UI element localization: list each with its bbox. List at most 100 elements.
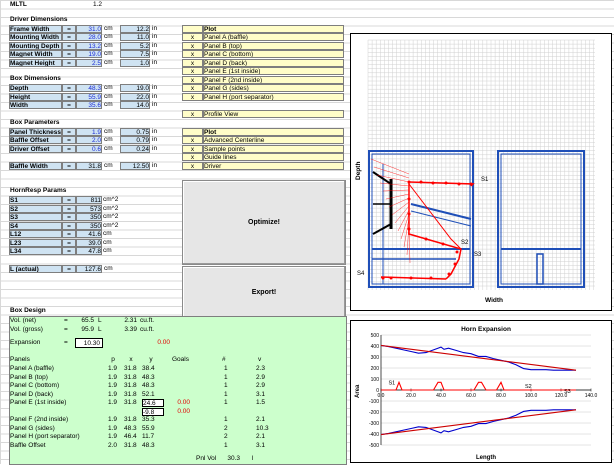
l-actual-value: 127.6 bbox=[76, 265, 102, 273]
optimize-button[interactable]: Optimize! bbox=[182, 180, 346, 265]
hornresp-label: S2 bbox=[9, 204, 62, 213]
plot-option-label: Panel F (2nd inside) bbox=[203, 75, 344, 84]
guide-line bbox=[397, 209, 410, 232]
plot2-checkbox[interactable]: x bbox=[182, 161, 203, 170]
panel-name: Panel G (sides) bbox=[10, 424, 55, 432]
panel-p: 1.9 bbox=[108, 416, 118, 423]
panel-goal: 0.00 bbox=[177, 399, 190, 406]
panel-y[interactable]: -9.8 bbox=[142, 407, 164, 416]
driver-dimensions-title: Driver Dimensions bbox=[10, 16, 68, 23]
profile-view-plot: S1 S2 S3 S4 Width Depth bbox=[350, 33, 612, 311]
plot-option-label: Panel C (bottom) bbox=[203, 50, 344, 58]
x-tick-label: 40.0 bbox=[436, 393, 446, 399]
guide-line bbox=[391, 201, 410, 216]
hornresp-value: 573 bbox=[76, 204, 102, 213]
panel-num: 1 bbox=[224, 441, 228, 449]
plot-checkbox[interactable]: x bbox=[182, 33, 203, 41]
value-cm[interactable]: 13.2 bbox=[76, 41, 102, 50]
box-design-title: Box Design bbox=[10, 307, 46, 314]
y-tick-label: -500 bbox=[369, 443, 379, 449]
series-line-1-mirror bbox=[380, 409, 577, 436]
unit-in: in bbox=[152, 58, 158, 66]
plot-checkbox[interactable]: x bbox=[182, 41, 203, 50]
param-label: Height bbox=[9, 92, 62, 101]
panel-x: 31.8 bbox=[124, 373, 137, 381]
panel-y: 11.7 bbox=[142, 433, 155, 440]
sample-point bbox=[407, 180, 411, 184]
hornresp-unit: cm bbox=[103, 230, 112, 237]
value-in: 0.79 bbox=[120, 136, 150, 144]
plot2-checkbox[interactable]: x bbox=[182, 136, 203, 144]
panel-name: Panel F (2nd inside) bbox=[10, 416, 69, 423]
plot-options2-title: Plot bbox=[203, 127, 344, 136]
equals-sign: = bbox=[62, 247, 76, 255]
baffle-width-label: Baffle Width bbox=[9, 161, 62, 170]
vol-gross-unit: L bbox=[98, 325, 102, 333]
panel-goal bbox=[168, 391, 190, 399]
col-header-x: x bbox=[129, 356, 133, 363]
centerline bbox=[408, 182, 462, 280]
value-cm[interactable]: 2.5 bbox=[76, 58, 102, 67]
export-button[interactable]: Export! bbox=[182, 266, 346, 318]
plot-checkbox[interactable]: x bbox=[182, 58, 203, 67]
plot2-checkbox[interactable]: x bbox=[182, 153, 203, 161]
value-cm[interactable]: 48.3 bbox=[76, 84, 102, 92]
hornresp-unit: cm^2 bbox=[103, 213, 119, 220]
plot2-option-label: Driver bbox=[203, 161, 344, 170]
value-cm[interactable]: 35.6 bbox=[76, 101, 102, 109]
y-tick-label: 0 bbox=[376, 388, 379, 394]
expansion-input[interactable]: 10.30 bbox=[75, 338, 103, 348]
sample-point bbox=[447, 272, 451, 276]
value-in: 5.2 bbox=[120, 41, 150, 50]
hornresp-unit: cm bbox=[103, 238, 112, 246]
panel-p: 1.9 bbox=[108, 365, 118, 372]
hornresp-title: HornResp Params bbox=[10, 187, 67, 194]
equals-sign: = bbox=[62, 24, 76, 33]
vol-net-value: 65.5 bbox=[81, 317, 94, 324]
value-cm[interactable]: 1.9 bbox=[76, 127, 102, 136]
series-line-0-mirror bbox=[380, 409, 576, 436]
value-cm[interactable]: 55.9 bbox=[76, 92, 102, 101]
plot-checkbox[interactable]: x bbox=[182, 84, 203, 92]
value-cm[interactable]: 31.0 bbox=[76, 24, 102, 33]
hornresp-label: S1 bbox=[9, 196, 62, 204]
hornresp-unit: cm^2 bbox=[103, 221, 119, 229]
plot-checkbox[interactable]: x bbox=[182, 67, 203, 75]
panel-y: 35.3 bbox=[142, 416, 155, 423]
equals-sign: = bbox=[62, 84, 76, 92]
panel-v: 2.1 bbox=[256, 416, 266, 423]
sample-point bbox=[455, 250, 459, 254]
vol-gross-unit2: cu.ft. bbox=[140, 325, 155, 333]
panel-e-line bbox=[410, 203, 472, 220]
panel-num: 2 bbox=[224, 433, 228, 440]
plot-option-label: Panel E (1st inside) bbox=[203, 67, 344, 75]
profile-view-checkbox[interactable]: x bbox=[182, 110, 203, 118]
value-in: 11.0 bbox=[120, 33, 150, 41]
col-header-v: v bbox=[258, 356, 262, 363]
param-label: Driver Offset bbox=[9, 144, 62, 153]
col-header-num: # bbox=[222, 356, 226, 363]
unit-cm: cm bbox=[104, 101, 113, 108]
value-in: 14.0 bbox=[120, 101, 150, 109]
plot2-checkbox[interactable]: x bbox=[182, 144, 203, 153]
value-cm[interactable]: 0.6 bbox=[76, 144, 102, 153]
equals-sign: = bbox=[62, 58, 76, 67]
sample-point bbox=[389, 276, 393, 280]
chart-x-label: Length bbox=[476, 455, 496, 461]
plot-checkbox[interactable]: x bbox=[182, 75, 203, 84]
guide-line bbox=[394, 205, 410, 224]
box-outline bbox=[368, 150, 474, 288]
y-tick-label: -400 bbox=[369, 432, 379, 438]
plot-checkbox[interactable]: x bbox=[182, 92, 203, 101]
panel-goal bbox=[168, 433, 190, 441]
panel-y: 48.3 bbox=[142, 373, 155, 381]
hornresp-value: 39.0 bbox=[76, 238, 102, 247]
panel-y[interactable]: 24.6 bbox=[142, 399, 164, 407]
plot-checkbox[interactable]: x bbox=[182, 50, 203, 58]
panel-p: 2.0 bbox=[108, 441, 118, 449]
value-cm[interactable]: 2.0 bbox=[76, 136, 102, 144]
value-cm[interactable]: 28.0 bbox=[76, 33, 102, 41]
panel-goal bbox=[168, 442, 190, 450]
value-cm[interactable]: 19.0 bbox=[76, 50, 102, 58]
guide-line bbox=[403, 217, 410, 248]
